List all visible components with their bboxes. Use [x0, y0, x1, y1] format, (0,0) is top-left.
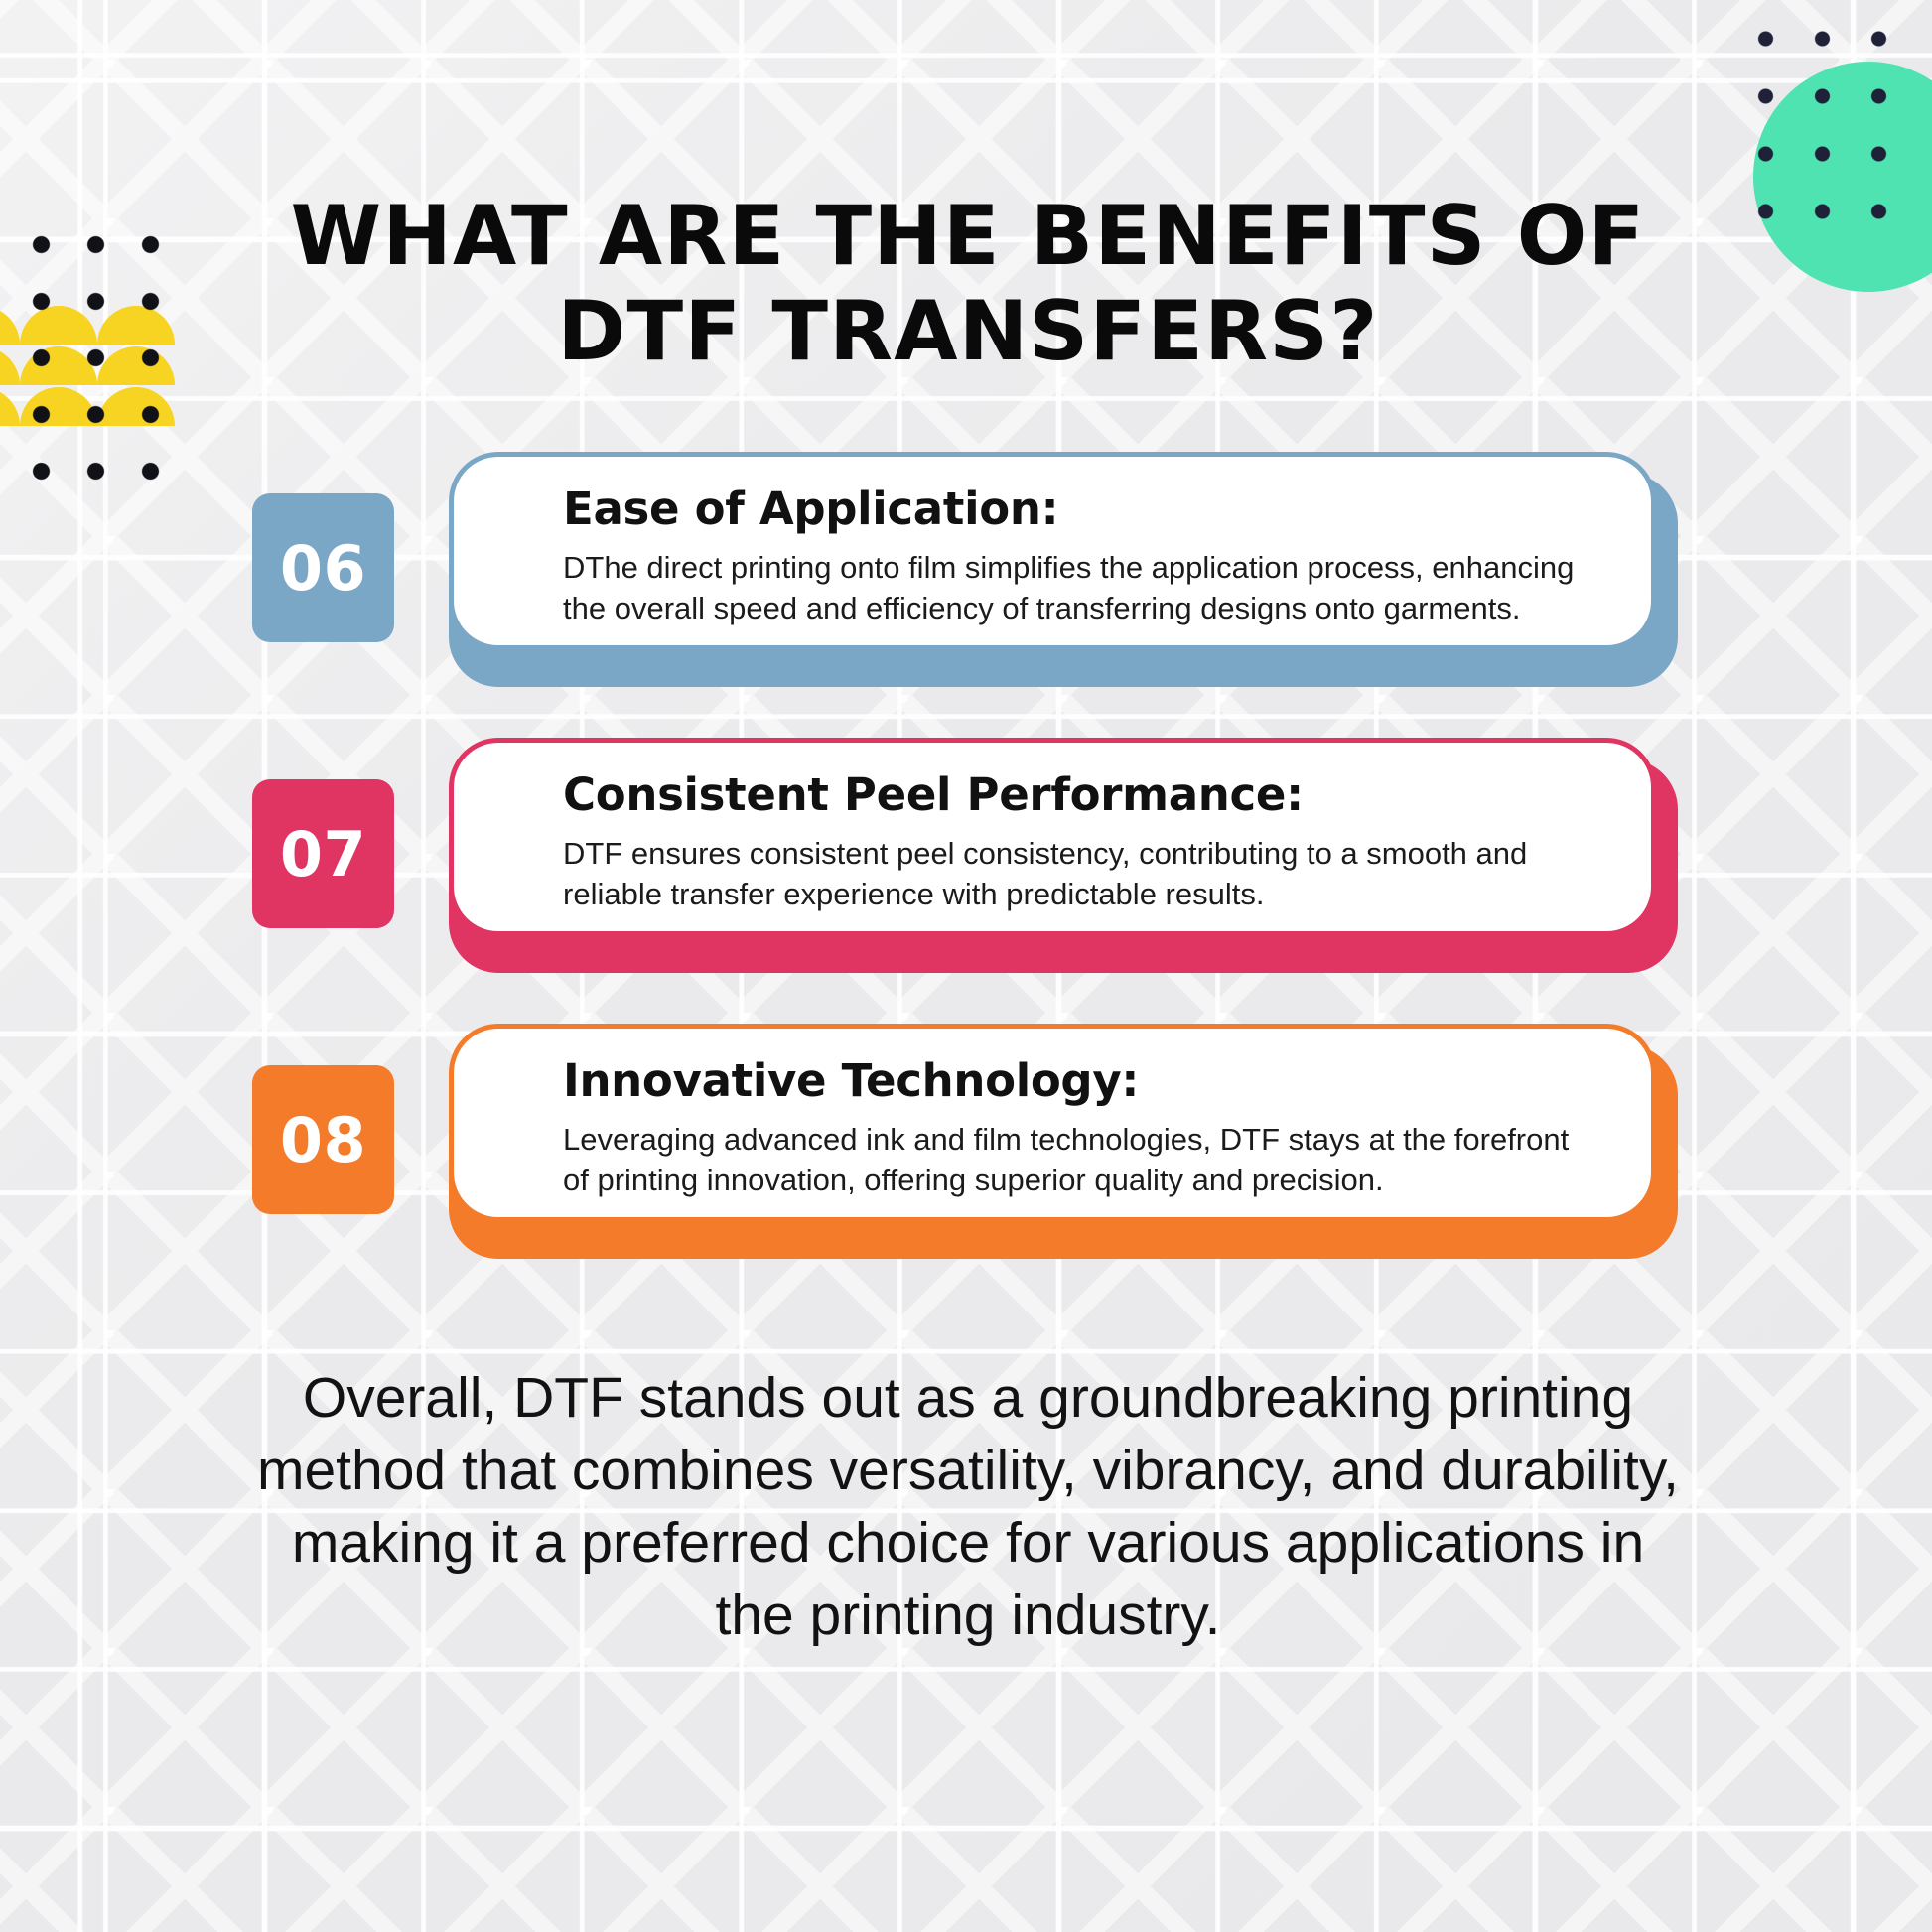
dot-grid-top-right-decoration — [1733, 6, 1922, 232]
card-title: Consistent Peel Performance: — [563, 768, 1304, 821]
card-title: Ease of Application: — [563, 483, 1059, 535]
teal-circle-decoration — [1753, 62, 1932, 292]
yellow-semicircle-decoration — [0, 304, 193, 426]
benefit-card-07[interactable]: Consistent Peel Performance: DTF ensures… — [0, 738, 1932, 998]
card-number-label: 08 — [279, 1103, 367, 1176]
card-number-badge: 07 — [252, 779, 394, 928]
benefits-list: Ease of Application: DThe direct printin… — [0, 452, 1932, 1310]
summary-paragraph: Overall, DTF stands out as a groundbreak… — [257, 1366, 1679, 1647]
card-shell: Ease of Application: DThe direct printin… — [449, 452, 1678, 687]
card-shell: Innovative Technology: Leveraging advanc… — [449, 1024, 1678, 1259]
card-number-badge: 08 — [252, 1065, 394, 1214]
card-number-badge: 06 — [252, 493, 394, 642]
card-title: Innovative Technology: — [563, 1054, 1140, 1107]
card-shell: Consistent Peel Performance: DTF ensures… — [449, 738, 1678, 973]
card-face: Ease of Application: DThe direct printin… — [449, 452, 1656, 650]
semicircle-row — [0, 304, 193, 345]
card-description: DThe direct printing onto film simplifie… — [563, 550, 1575, 626]
card-number-label: 06 — [279, 531, 367, 605]
semicircle-row — [0, 385, 193, 426]
card-description: DTF ensures consistent peel consistency,… — [563, 836, 1528, 912]
benefit-card-06[interactable]: Ease of Application: DThe direct printin… — [0, 452, 1932, 712]
semicircle-row — [0, 345, 193, 385]
card-face: Innovative Technology: Leveraging advanc… — [449, 1024, 1656, 1222]
card-number-label: 07 — [279, 817, 367, 891]
card-face: Consistent Peel Performance: DTF ensures… — [449, 738, 1656, 936]
benefit-card-08[interactable]: Innovative Technology: Leveraging advanc… — [0, 1024, 1932, 1284]
page-title: WHAT ARE THE BENEFITS OF DTF TRANSFERS? — [290, 188, 1646, 380]
card-description: Leveraging advanced ink and film technol… — [563, 1122, 1570, 1198]
